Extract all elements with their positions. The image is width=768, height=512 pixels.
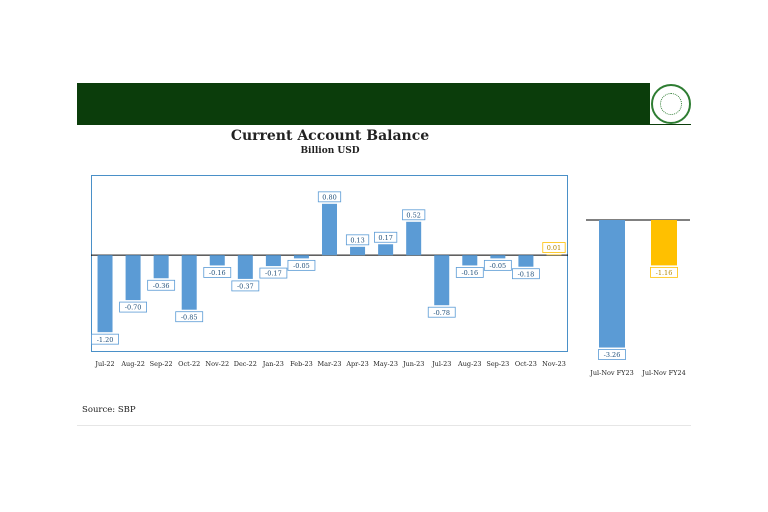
monthly-data-label-0: -1.20 [97, 336, 114, 344]
monthly-category-label-15: Oct-23 [515, 360, 537, 368]
monthly-bar-15 [518, 255, 534, 267]
monthly-data-label-box-0 [91, 333, 119, 345]
monthly-category-label-12: Jul-23 [431, 360, 451, 368]
monthly-data-label-box-15 [512, 268, 540, 280]
monthly-data-label-3: -0.85 [181, 313, 198, 321]
monthly-data-label-7: -0.05 [293, 262, 310, 270]
monthly-bar-10 [378, 244, 394, 256]
cumulative-data-label-box-0 [598, 349, 626, 360]
monthly-category-label-6: Jan-23 [262, 360, 284, 368]
cumulative-data-label-1: -1.16 [656, 269, 673, 277]
monthly-data-label-box-12 [427, 306, 456, 318]
footer-rule [77, 425, 691, 426]
monthly-category-label-11: Jun-23 [402, 360, 424, 368]
monthly-bar-11 [406, 221, 422, 256]
header-rule [77, 124, 691, 125]
monthly-category-label-16: Nov-23 [542, 360, 566, 368]
cumulative-data-label-box-1 [650, 266, 678, 278]
monthly-category-label-4: Nov-22 [205, 360, 229, 368]
cumulative-category-label-1: Jul-Nov FY24 [641, 369, 685, 377]
cumulative-bar-0 [599, 220, 625, 348]
monthly-category-label-7: Feb-23 [290, 360, 313, 368]
monthly-category-label-10: May-23 [373, 360, 398, 368]
monthly-data-label-2: -0.36 [153, 282, 170, 290]
monthly-data-label-13: -0.16 [461, 269, 478, 277]
monthly-data-label-box-10 [374, 231, 398, 243]
monthly-category-label-8: Mar-23 [317, 360, 341, 368]
monthly-data-label-8: 0.80 [322, 193, 336, 201]
monthly-bar-13 [462, 255, 478, 266]
monthly-data-label-box-1 [119, 301, 147, 313]
monthly-data-label-10: 0.17 [378, 234, 392, 242]
monthly-bar-8 [322, 203, 337, 256]
monthly-bar-5 [237, 255, 253, 279]
monthly-category-label-1: Aug-22 [120, 360, 145, 368]
monthly-category-label-13: Aug-23 [457, 360, 482, 368]
monthly-data-label-12: -0.78 [433, 309, 450, 317]
state-bank-seal-icon [651, 84, 691, 124]
monthly-category-label-5: Dec-22 [234, 360, 257, 368]
header-banner [77, 83, 650, 124]
monthly-bar-9 [350, 246, 366, 256]
monthly-data-label-box-16 [542, 242, 566, 253]
monthly-data-label-11: 0.52 [406, 211, 420, 219]
monthly-bar-2 [153, 255, 169, 279]
monthly-bar-0 [97, 255, 113, 333]
monthly-data-label-box-5 [231, 280, 260, 292]
source-note: Source: SBP [82, 405, 136, 415]
monthly-bar-14 [490, 255, 506, 259]
monthly-bar-3 [181, 255, 197, 310]
monthly-data-label-9: 0.13 [350, 236, 364, 244]
monthly-data-label-box-13 [455, 267, 484, 278]
monthly-data-label-box-3 [175, 311, 204, 323]
cumulative-category-label-0: Jul-Nov FY23 [589, 369, 633, 377]
monthly-category-label-14: Sep-23 [486, 360, 509, 368]
monthly-data-label-box-6 [259, 267, 288, 279]
monthly-chart-frame [91, 175, 568, 352]
monthly-category-label-2: Sep-22 [150, 360, 173, 368]
monthly-category-label-3: Oct-22 [178, 360, 200, 368]
chart-title: Current Account Balance [230, 128, 430, 144]
monthly-bar-6 [265, 255, 281, 267]
monthly-bar-1 [125, 255, 141, 301]
monthly-data-label-1: -0.70 [125, 304, 142, 312]
monthly-bar-16 [546, 254, 562, 256]
monthly-category-label-0: Jul-22 [94, 360, 114, 368]
monthly-data-label-box-4 [203, 267, 232, 278]
monthly-bar-12 [434, 255, 450, 306]
cumulative-data-label-0: -3.26 [604, 351, 621, 359]
monthly-data-label-4: -0.16 [209, 269, 226, 277]
monthly-data-label-6: -0.17 [265, 270, 282, 278]
monthly-category-label-9: Apr-23 [345, 360, 368, 368]
monthly-data-label-box-11 [402, 209, 426, 221]
monthly-bar-4 [209, 255, 225, 266]
monthly-data-label-box-8 [317, 191, 342, 203]
monthly-data-label-16: 0.01 [547, 244, 561, 252]
monthly-data-label-box-14 [483, 259, 512, 271]
monthly-data-label-box-9 [345, 234, 370, 246]
cumulative-bar-1 [651, 220, 677, 266]
monthly-data-label-box-2 [147, 279, 176, 291]
monthly-data-label-15: -0.18 [518, 270, 535, 278]
monthly-data-label-box-7 [287, 259, 316, 271]
monthly-data-label-14: -0.05 [490, 262, 507, 270]
monthly-bar-7 [293, 255, 309, 259]
seal-inner-ring [660, 93, 682, 115]
monthly-data-label-5: -0.37 [237, 283, 254, 291]
chart-subtitle: Billion USD [300, 146, 360, 156]
